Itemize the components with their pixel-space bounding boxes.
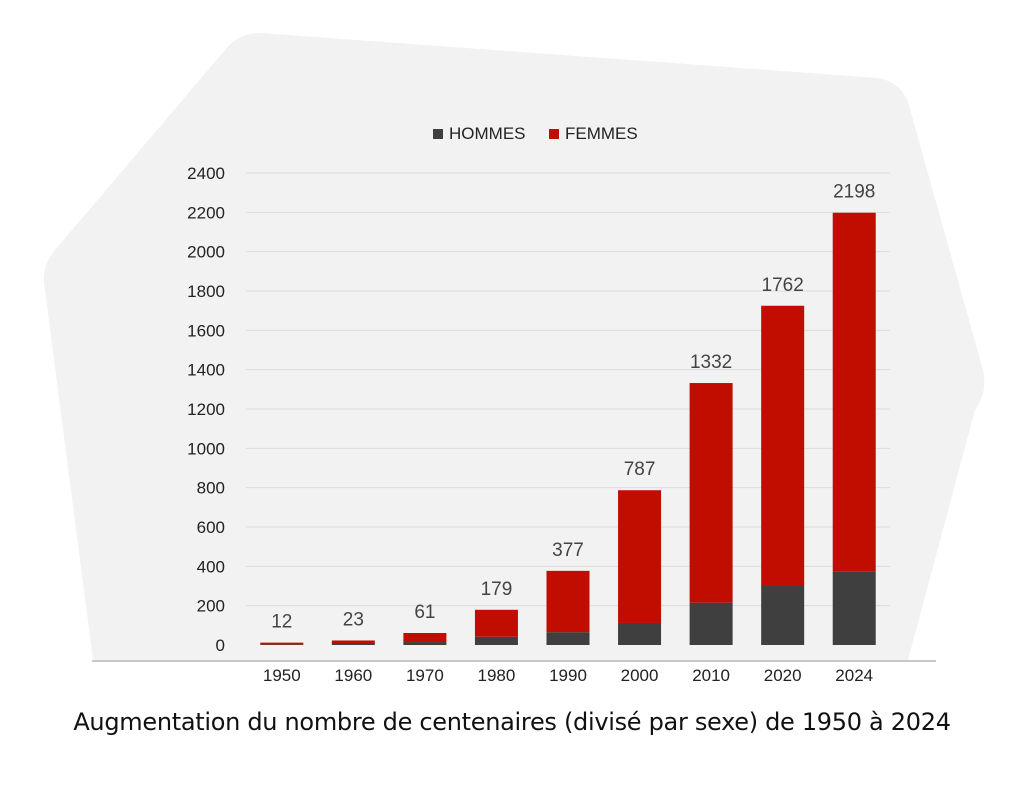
- y-tick-label: 1000: [187, 439, 225, 458]
- total-label-1950: 12: [271, 612, 292, 633]
- y-tick-label: 1800: [187, 282, 225, 301]
- bar-hommes-1980: [474, 636, 518, 645]
- y-tick-label: 0: [216, 636, 225, 655]
- legend: HOMMES FEMMES: [433, 124, 638, 143]
- x-tick-label-2024: 2024: [835, 666, 873, 685]
- bar-femmes-1960: [331, 640, 375, 645]
- bar-femmes-1990: [546, 570, 590, 633]
- bar-hommes-2010: [689, 602, 733, 645]
- total-labels: 12 23 61 179 377 787 1332 1762 2198: [271, 182, 875, 633]
- x-tick-label-2000: 2000: [621, 666, 659, 685]
- legend-label-hommes: HOMMES: [449, 124, 526, 143]
- legend-swatch-femmes: [549, 129, 559, 139]
- legend-label-femmes: FEMMES: [565, 124, 638, 143]
- total-label-2020: 1762: [762, 275, 804, 296]
- bar-hommes-2020: [761, 585, 805, 645]
- y-tick-label: 1400: [187, 361, 225, 380]
- chart-caption: Augmentation du nombre de centenaires (d…: [73, 708, 951, 736]
- bar-hommes-1970: [403, 642, 447, 645]
- y-tick-label: 1600: [187, 321, 225, 340]
- bar-hommes-1950: [260, 644, 304, 645]
- legend-swatch-hommes: [433, 129, 443, 139]
- bar-hommes-1990: [546, 632, 590, 645]
- bar-hommes-1960: [331, 644, 375, 645]
- total-label-2010: 1332: [690, 352, 732, 373]
- bar-femmes-2024: [832, 212, 876, 572]
- y-tick-label: 800: [197, 479, 225, 498]
- x-tick-label-1950: 1950: [263, 666, 301, 685]
- bar-femmes-2010: [689, 383, 733, 603]
- bar-hommes-2024: [832, 571, 876, 645]
- y-tick-label: 600: [197, 518, 225, 537]
- total-label-2024: 2198: [833, 182, 875, 203]
- bar-femmes-2020: [761, 305, 805, 586]
- y-tick-label: 1200: [187, 400, 225, 419]
- total-label-2000: 787: [624, 459, 656, 480]
- y-tick-label: 400: [197, 557, 225, 576]
- total-label-1970: 61: [414, 602, 435, 623]
- y-tick-label: 2400: [187, 164, 225, 183]
- y-tick-label: 2000: [187, 243, 225, 262]
- total-label-1980: 179: [481, 579, 513, 600]
- x-tick-label-1960: 1960: [334, 666, 372, 685]
- bar-femmes-1970: [403, 633, 447, 643]
- background-shape: [43, 33, 985, 660]
- y-tick-label: 2200: [187, 203, 225, 222]
- x-axis: 1950 1960 1970 1980 1990 2000 2010 2020 2024: [92, 660, 936, 685]
- bar-femmes-1980: [474, 609, 518, 637]
- x-tick-label-1980: 1980: [478, 666, 516, 685]
- x-tick-label-1990: 1990: [549, 666, 587, 685]
- y-tick-label: 200: [197, 597, 225, 616]
- x-tick-label-2020: 2020: [764, 666, 802, 685]
- bar-femmes-1950: [260, 642, 304, 645]
- bar-femmes-2000: [618, 490, 662, 623]
- total-label-1960: 23: [343, 609, 364, 630]
- bar-hommes-2000: [618, 622, 662, 645]
- bars: [260, 212, 876, 645]
- total-label-1990: 377: [552, 540, 584, 561]
- x-tick-label-1970: 1970: [406, 666, 444, 685]
- x-tick-label-2010: 2010: [692, 666, 730, 685]
- y-axis: 0 200 400 600 800 1000 1200 1400 1600 1800 2000 220…: [187, 164, 225, 655]
